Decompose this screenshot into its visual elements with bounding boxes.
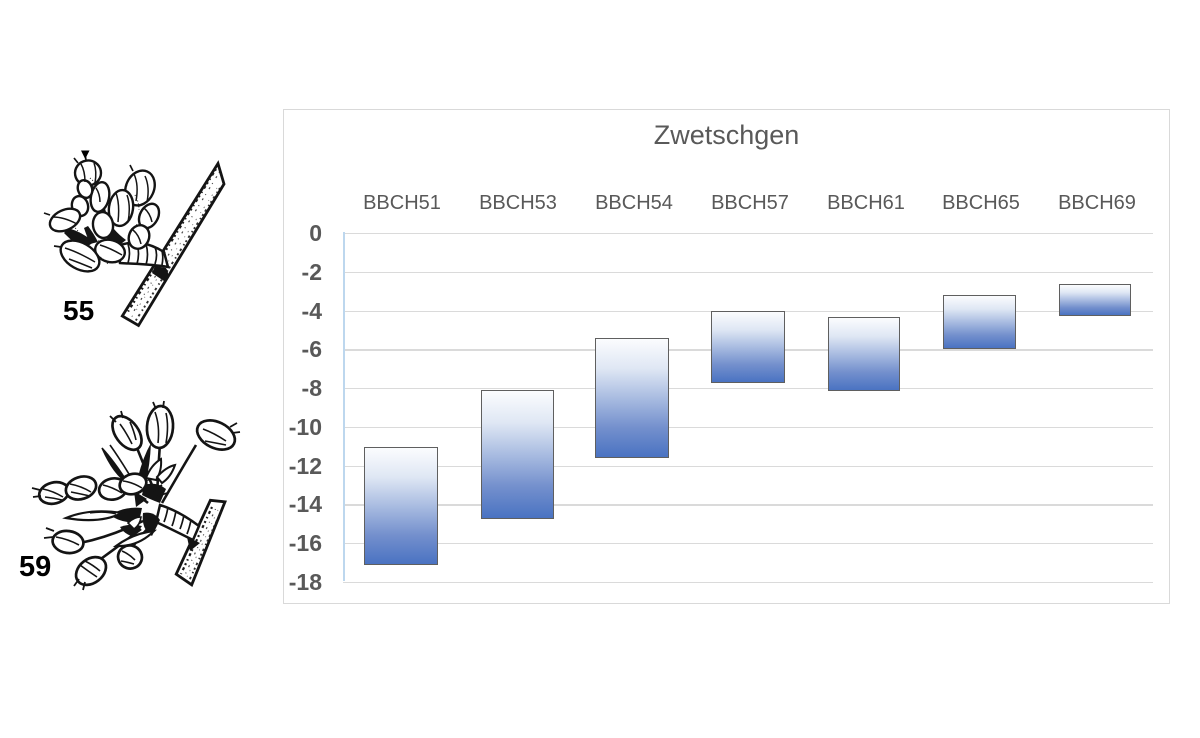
svg-text:55: 55 bbox=[63, 295, 94, 326]
svg-text:59: 59 bbox=[19, 551, 51, 583]
